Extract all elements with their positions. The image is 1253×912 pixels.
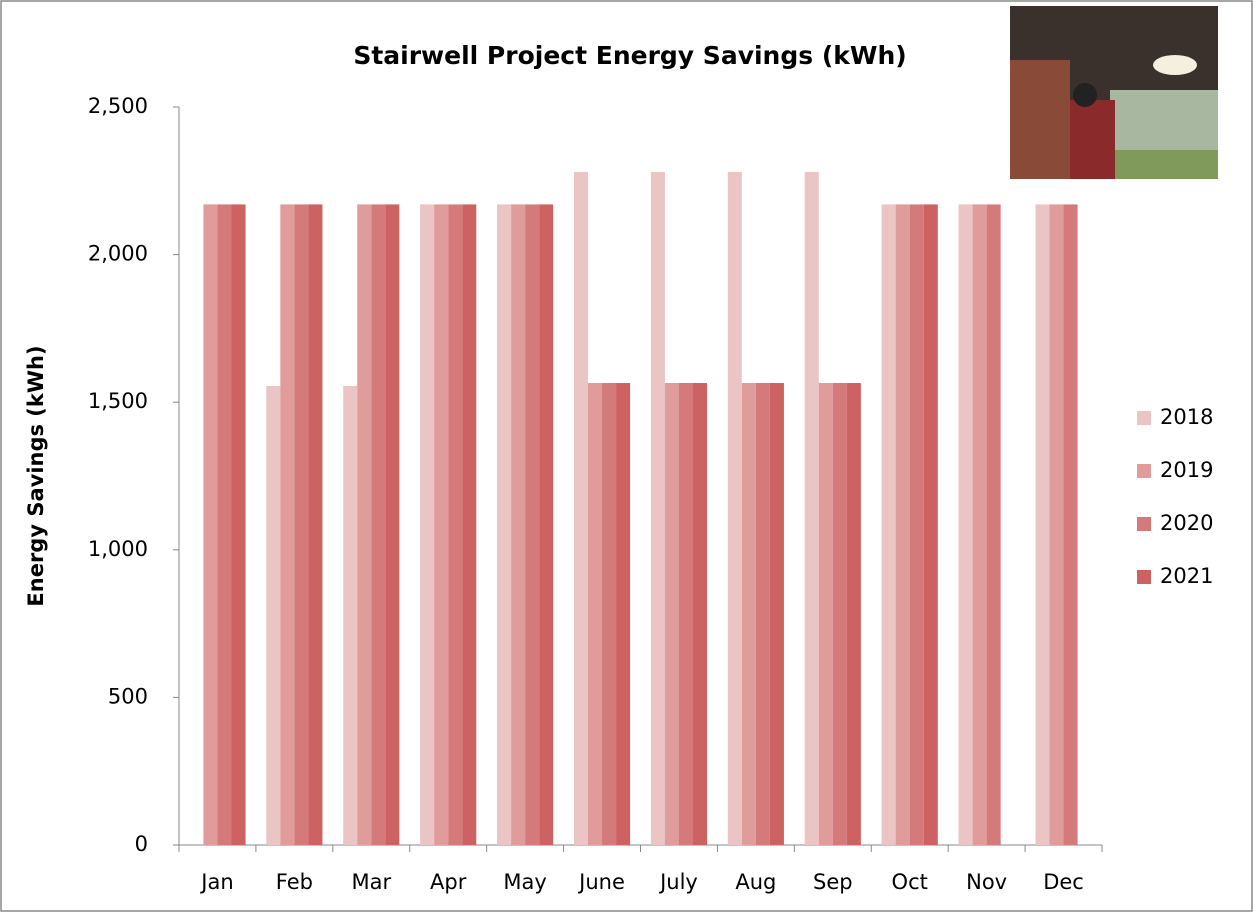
bar (616, 383, 631, 845)
x-tick-label: Dec (1043, 870, 1084, 894)
bar (525, 204, 540, 845)
bar (294, 204, 309, 845)
chart-title: Stairwell Project Energy Savings (kWh) (353, 41, 906, 70)
bar (1063, 204, 1078, 845)
bar (371, 204, 386, 845)
bar (741, 383, 756, 845)
y-axis-label: Energy Savings (kWh) (24, 345, 48, 606)
x-tick-label: May (503, 870, 546, 894)
bar (343, 385, 358, 845)
bar (511, 204, 526, 845)
legend-label: 2021 (1160, 564, 1213, 588)
bar (755, 383, 770, 845)
legend-swatch (1137, 517, 1151, 531)
bar (958, 204, 973, 845)
photo (1010, 6, 1218, 179)
bar (448, 204, 463, 845)
legend-swatch (1137, 411, 1151, 425)
bar (832, 383, 847, 845)
bar (678, 383, 693, 845)
bar (217, 204, 232, 845)
y-tick-label: 0 (135, 832, 148, 856)
x-tick-label: Mar (351, 870, 391, 894)
bar (203, 204, 218, 845)
legend-swatch (1137, 464, 1151, 478)
bar (539, 204, 554, 845)
y-tick-label: 2,000 (88, 242, 148, 266)
x-tick-label: Apr (430, 870, 467, 894)
bar (462, 204, 477, 845)
y-tick-label: 500 (108, 684, 148, 708)
y-tick-label: 1,000 (88, 537, 148, 561)
bar (497, 204, 512, 845)
x-tick-label: Feb (276, 870, 313, 894)
bar (357, 204, 372, 845)
x-tick-label: Aug (735, 870, 776, 894)
bar (881, 204, 896, 845)
bar (588, 383, 603, 845)
y-tick-label: 2,500 (88, 94, 148, 118)
x-tick-label: Sep (813, 870, 853, 894)
y-tick-label: 1,500 (88, 389, 148, 413)
bar (818, 383, 833, 845)
legend-label: 2019 (1160, 458, 1213, 482)
bar (650, 171, 665, 846)
legend-swatch (1137, 570, 1151, 584)
bar (923, 204, 938, 845)
bar (602, 383, 617, 845)
bar (280, 204, 295, 845)
bar (972, 204, 987, 845)
bar (769, 383, 784, 845)
legend-label: 2020 (1160, 511, 1213, 535)
bar (434, 204, 449, 845)
bar (846, 383, 861, 845)
x-tick-label: Jan (199, 870, 233, 894)
bar (573, 171, 589, 846)
bar (1049, 204, 1064, 845)
bar (986, 204, 1001, 845)
bar (895, 204, 910, 845)
legend-label: 2018 (1160, 405, 1213, 429)
bar (420, 204, 435, 845)
bar (1035, 204, 1050, 845)
bar (909, 204, 924, 845)
bar (804, 171, 819, 846)
x-tick-label: July (658, 870, 698, 894)
bar (266, 385, 281, 845)
bar (727, 171, 742, 846)
x-tick-label: June (577, 870, 625, 894)
x-tick-label: Nov (966, 870, 1007, 894)
bar (308, 204, 323, 845)
bar (692, 383, 708, 845)
bar (231, 204, 246, 845)
bar (385, 204, 400, 845)
bar (664, 383, 679, 845)
x-tick-label: Oct (892, 870, 928, 894)
